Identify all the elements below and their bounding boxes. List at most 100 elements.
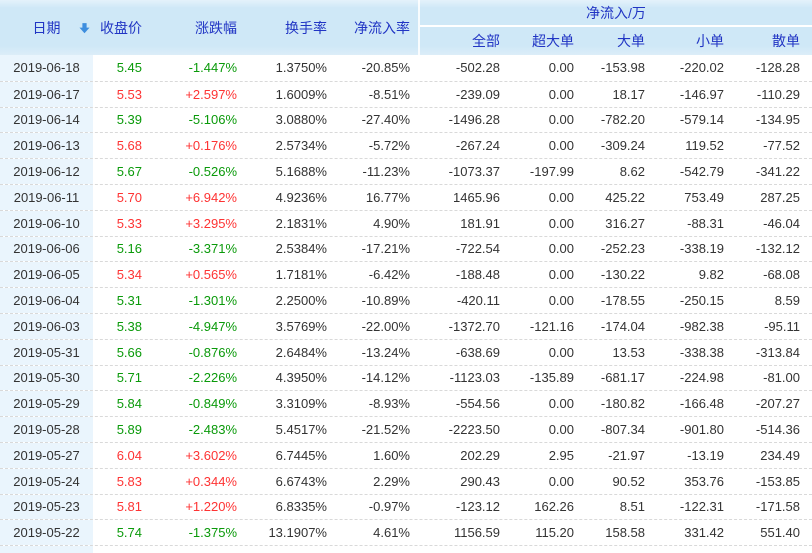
cell-close-price: 5.84 — [116, 396, 142, 412]
net-inflow-subheaders: 全部 超大单 大单 小单 散单 — [420, 27, 812, 55]
column-header-turnover-rate: 换手率 — [285, 19, 327, 36]
cell-net-inflow-super-large: -197.99 — [529, 164, 574, 180]
cell-net-inflow-small: -13.19 — [687, 447, 724, 463]
cell-net-inflow-small: -338.38 — [679, 344, 724, 360]
cell-net-inflow-all: -267.24 — [455, 138, 500, 154]
cell-net-inflow-large: 8.62 — [619, 164, 645, 180]
cell-date: 2019-06-04 — [0, 288, 93, 313]
table-row: 2019-05-29 5.84 -0.849% 3.3109% -8.93% -… — [0, 390, 812, 417]
table-body: 2019-06-18 5.45 -1.447% 1.3750% -20.85% … — [0, 55, 812, 546]
cell-close-price: 5.71 — [116, 370, 142, 386]
cell-net-inflow-large: 13.53 — [612, 344, 645, 360]
cell-close-price: 5.83 — [116, 473, 142, 489]
cell-net-inflow-super-large: 0.00 — [548, 293, 574, 309]
table-row: 2019-06-18 5.45 -1.447% 1.3750% -20.85% … — [0, 55, 812, 81]
cell-turnover-rate: 4.9236% — [275, 189, 327, 205]
table-row: 2019-06-12 5.67 -0.526% 5.1688% -11.23% … — [0, 158, 812, 184]
cell-date: 2019-05-22 — [0, 520, 93, 546]
cell-net-inflow-retail: -514.36 — [755, 422, 800, 438]
cell-date: 2019-05-29 — [0, 391, 93, 417]
cell-net-inflow-rate: -5.72% — [368, 138, 410, 154]
cell-turnover-rate: 2.6484% — [275, 344, 327, 360]
cell-net-inflow-super-large: 0.00 — [548, 112, 574, 128]
cell-net-inflow-small: 353.76 — [684, 473, 724, 489]
cell-turnover-rate: 13.1907% — [268, 525, 327, 541]
cell-date: 2019-06-10 — [0, 210, 93, 236]
cell-net-inflow-large: -178.55 — [600, 293, 645, 309]
cell-change-percent: -5.106% — [188, 112, 237, 128]
column-header-retail-order: 散单 — [772, 33, 800, 49]
cell-date: 2019-06-17 — [0, 81, 93, 107]
cell-turnover-rate: 2.1831% — [275, 215, 327, 231]
column-header-all: 全部 — [472, 33, 500, 49]
cell-net-inflow-super-large: -121.16 — [529, 318, 574, 334]
table-row: 2019-06-05 5.34 +0.565% 1.7181% -6.42% -… — [0, 261, 812, 288]
cell-net-inflow-retail: -128.28 — [755, 60, 800, 76]
cell-change-percent: -1.301% — [188, 293, 237, 309]
net-inflow-group-header: 净流入/万 全部 超大单 大单 小单 散单 — [418, 0, 812, 55]
cell-net-inflow-retail: -313.84 — [755, 344, 800, 360]
cell-change-percent: -2.226% — [188, 370, 237, 386]
cell-net-inflow-rate: -14.12% — [361, 370, 410, 386]
cell-net-inflow-super-large: -135.89 — [529, 370, 574, 386]
cell-turnover-rate: 1.6009% — [275, 86, 327, 102]
cell-net-inflow-all: -123.12 — [455, 499, 500, 515]
cell-net-inflow-super-large: 0.00 — [548, 86, 574, 102]
column-header-date[interactable]: 日期 — [0, 0, 93, 55]
cell-close-price: 5.89 — [116, 422, 142, 438]
cell-change-percent: -1.375% — [188, 525, 237, 541]
cell-close-price: 5.16 — [116, 241, 142, 257]
cell-net-inflow-all: 290.43 — [460, 473, 500, 489]
table-row: 2019-05-30 5.71 -2.226% 4.3950% -14.12% … — [0, 364, 812, 391]
cell-date: 2019-06-13 — [0, 133, 93, 159]
cell-date: 2019-06-12 — [0, 159, 93, 184]
cell-net-inflow-rate: -13.24% — [361, 344, 410, 360]
cell-change-percent: -2.483% — [188, 422, 237, 438]
cell-net-inflow-all: 181.91 — [460, 215, 500, 231]
cell-date: 2019-05-23 — [0, 494, 93, 520]
cell-net-inflow-small: 9.82 — [698, 267, 724, 283]
cell-close-price: 5.81 — [116, 499, 142, 515]
cell-net-inflow-retail: -95.11 — [764, 318, 800, 334]
cell-change-percent: +2.597% — [185, 86, 237, 102]
cell-change-percent: -4.947% — [188, 318, 237, 334]
cell-change-percent: +0.565% — [185, 267, 237, 283]
cell-date: 2019-06-06 — [0, 236, 93, 262]
cell-date: 2019-05-28 — [0, 417, 93, 442]
cell-net-inflow-small: -88.31 — [687, 215, 724, 231]
cell-net-inflow-small: -982.38 — [679, 318, 724, 334]
cell-net-inflow-all: -638.69 — [455, 344, 500, 360]
cell-net-inflow-super-large: 2.95 — [548, 447, 574, 463]
cell-turnover-rate: 3.0880% — [275, 112, 327, 128]
table-row: 2019-06-04 5.31 -1.301% 2.2500% -10.89% … — [0, 287, 812, 313]
cell-close-price: 5.45 — [116, 60, 142, 76]
cell-close-price: 5.74 — [116, 525, 142, 541]
cell-turnover-rate: 4.3950% — [275, 370, 327, 386]
cell-net-inflow-retail: 8.59 — [774, 293, 800, 309]
cell-net-inflow-rate: 1.60% — [373, 447, 410, 463]
cell-close-price: 5.66 — [116, 344, 142, 360]
cell-net-inflow-large: 18.17 — [612, 86, 645, 102]
cell-net-inflow-large: -807.34 — [600, 422, 645, 438]
cell-date: 2019-05-30 — [0, 365, 93, 391]
cell-net-inflow-retail: 551.40 — [760, 525, 800, 541]
cell-net-inflow-super-large: 0.00 — [548, 189, 574, 205]
cell-net-inflow-retail: -81.00 — [763, 370, 800, 386]
cell-net-inflow-rate: -8.93% — [368, 396, 410, 412]
cell-net-inflow-large: 316.27 — [605, 215, 645, 231]
cell-turnover-rate: 2.5734% — [275, 138, 327, 154]
cell-net-inflow-small: 119.52 — [685, 138, 724, 154]
cell-change-percent: -0.849% — [188, 396, 237, 412]
cell-net-inflow-rate: -27.40% — [361, 112, 410, 128]
cell-net-inflow-large: -21.97 — [608, 447, 645, 463]
cell-net-inflow-rate: 4.90% — [373, 215, 410, 231]
sort-descending-icon[interactable] — [78, 21, 91, 34]
cell-net-inflow-super-large: 0.00 — [548, 60, 574, 76]
cell-net-inflow-rate: -8.51% — [368, 86, 410, 102]
cell-net-inflow-large: -309.24 — [600, 138, 645, 154]
cell-net-inflow-small: -901.80 — [679, 422, 724, 438]
cell-net-inflow-retail: -68.08 — [763, 267, 800, 283]
cell-net-inflow-all: -554.56 — [455, 396, 500, 412]
cell-net-inflow-small: 753.49 — [684, 189, 724, 205]
